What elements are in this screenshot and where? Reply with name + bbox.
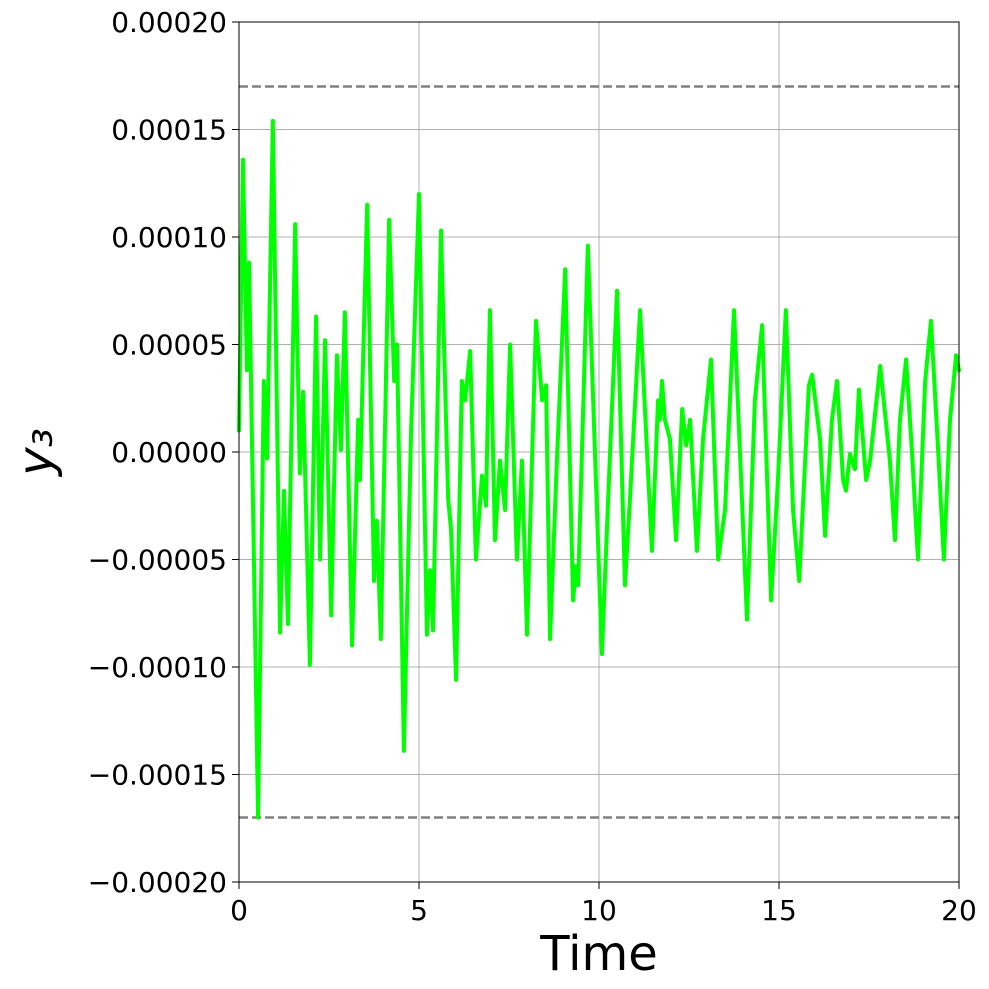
y-axis-label: y₃ bbox=[8, 428, 64, 478]
y-tick-label: −0.00020 bbox=[88, 866, 227, 899]
x-tick-label: 5 bbox=[410, 894, 428, 927]
y-tick-label: −0.00010 bbox=[88, 651, 227, 684]
y-tick-label: 0.00015 bbox=[111, 114, 227, 147]
plot-frame bbox=[238, 21, 960, 883]
y-tick-label: −0.00005 bbox=[88, 544, 227, 577]
y-tick-label: 0.00010 bbox=[111, 221, 227, 254]
y-tick-label: −0.00015 bbox=[88, 759, 227, 792]
x-tick-label: 0 bbox=[230, 894, 248, 927]
x-tick-label: 20 bbox=[941, 894, 977, 927]
x-tick-label: 15 bbox=[761, 894, 797, 927]
x-tick-label: 10 bbox=[581, 894, 617, 927]
x-axis-label: Time bbox=[539, 926, 657, 982]
y-tick-label: 0.00020 bbox=[111, 6, 227, 39]
data-line bbox=[237, 118, 961, 820]
y-tick-label: 0.00000 bbox=[111, 436, 227, 469]
y-tick-label: 0.00005 bbox=[111, 329, 227, 362]
